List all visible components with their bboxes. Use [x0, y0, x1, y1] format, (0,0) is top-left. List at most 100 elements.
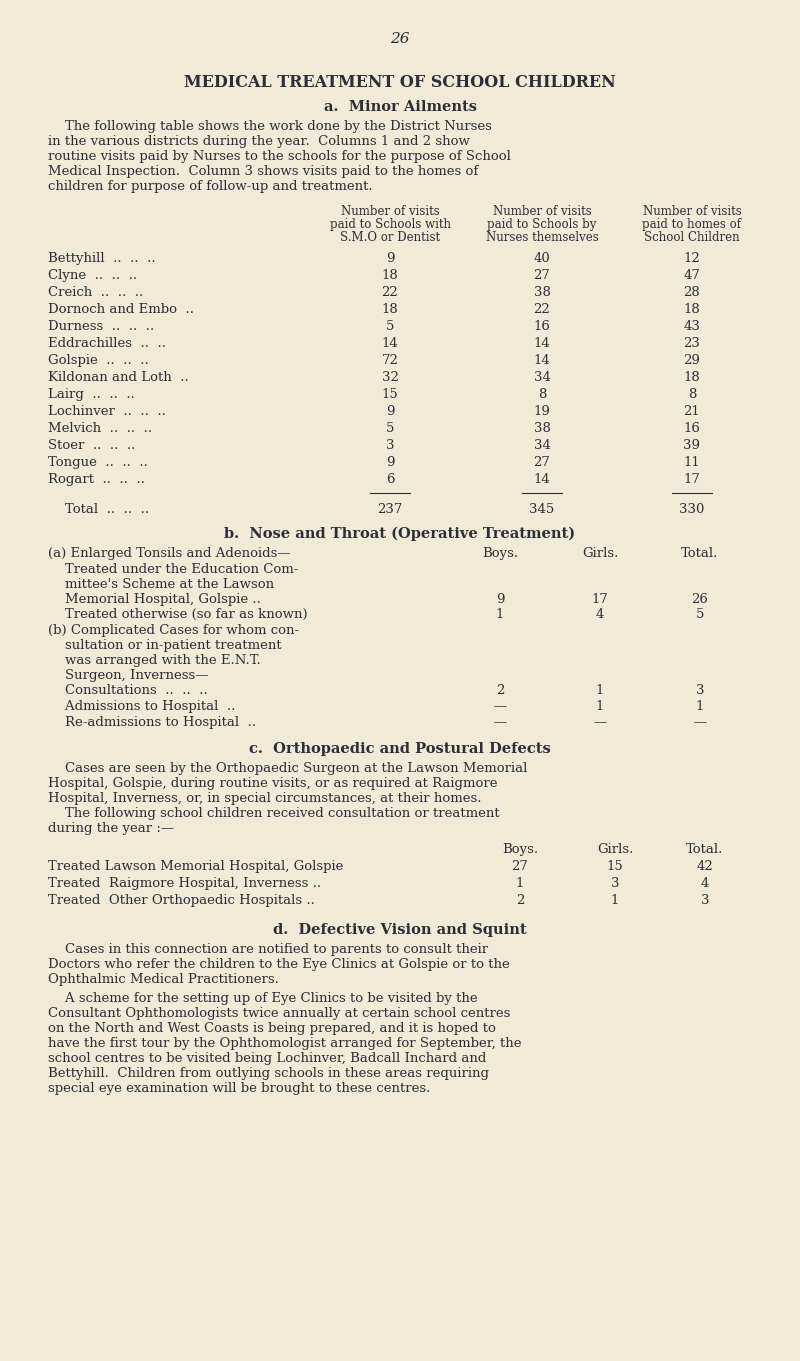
Text: Rogart  ..  ..  ..: Rogart .. .. ..: [48, 474, 145, 486]
Text: Memorial Hospital, Golspie ..: Memorial Hospital, Golspie ..: [48, 593, 261, 606]
Text: 26: 26: [691, 593, 709, 606]
Text: —: —: [494, 700, 506, 713]
Text: 40: 40: [534, 252, 550, 265]
Text: Boys.: Boys.: [502, 842, 538, 856]
Text: 27: 27: [534, 269, 550, 282]
Text: 28: 28: [684, 286, 700, 299]
Text: Medical Inspection.  Column 3 shows visits paid to the homes of: Medical Inspection. Column 3 shows visit…: [48, 165, 478, 178]
Text: S.M.O or Dentist: S.M.O or Dentist: [340, 231, 440, 244]
Text: 18: 18: [684, 304, 700, 316]
Text: 29: 29: [683, 354, 701, 367]
Text: Lochinver  ..  ..  ..: Lochinver .. .. ..: [48, 406, 166, 418]
Text: 1: 1: [516, 876, 524, 890]
Text: Number of visits: Number of visits: [493, 206, 591, 218]
Text: 2: 2: [496, 685, 504, 697]
Text: 18: 18: [382, 269, 398, 282]
Text: 18: 18: [382, 304, 398, 316]
Text: 9: 9: [386, 252, 394, 265]
Text: 5: 5: [386, 422, 394, 436]
Text: d.  Defective Vision and Squint: d. Defective Vision and Squint: [273, 923, 527, 936]
Text: Number of visits: Number of visits: [642, 206, 742, 218]
Text: 11: 11: [684, 456, 700, 470]
Text: routine visits paid by Nurses to the schools for the purpose of School: routine visits paid by Nurses to the sch…: [48, 150, 511, 163]
Text: Treated  Raigmore Hospital, Inverness ..: Treated Raigmore Hospital, Inverness ..: [48, 876, 321, 890]
Text: Treated Lawson Memorial Hospital, Golspie: Treated Lawson Memorial Hospital, Golspi…: [48, 860, 343, 872]
Text: 27: 27: [511, 860, 529, 872]
Text: 237: 237: [378, 504, 402, 516]
Text: 16: 16: [683, 422, 701, 436]
Text: 15: 15: [382, 388, 398, 401]
Text: Total.: Total.: [686, 842, 724, 856]
Text: paid to Schools with: paid to Schools with: [330, 218, 450, 231]
Text: Total  ..  ..  ..: Total .. .. ..: [48, 504, 149, 516]
Text: A scheme for the setting up of Eye Clinics to be visited by the: A scheme for the setting up of Eye Clini…: [48, 992, 478, 1004]
Text: Golspie  ..  ..  ..: Golspie .. .. ..: [48, 354, 149, 367]
Text: 23: 23: [683, 338, 701, 350]
Text: 42: 42: [697, 860, 714, 872]
Text: The following school children received consultation or treatment: The following school children received c…: [48, 807, 500, 819]
Text: 34: 34: [534, 372, 550, 384]
Text: Cases in this connection are notified to parents to consult their: Cases in this connection are notified to…: [48, 943, 488, 955]
Text: 22: 22: [382, 286, 398, 299]
Text: The following table shows the work done by the District Nurses: The following table shows the work done …: [48, 120, 492, 133]
Text: children for purpose of follow-up and treatment.: children for purpose of follow-up and tr…: [48, 180, 373, 193]
Text: 3: 3: [610, 876, 619, 890]
Text: 21: 21: [684, 406, 700, 418]
Text: b.  Nose and Throat (Operative Treatment): b. Nose and Throat (Operative Treatment): [225, 527, 575, 542]
Text: 14: 14: [534, 354, 550, 367]
Text: Consultant Ophthomologists twice annually at certain school centres: Consultant Ophthomologists twice annuall…: [48, 1007, 510, 1019]
Text: 22: 22: [534, 304, 550, 316]
Text: on the North and West Coasts is being prepared, and it is hoped to: on the North and West Coasts is being pr…: [48, 1022, 496, 1034]
Text: Ophthalmic Medical Practitioners.: Ophthalmic Medical Practitioners.: [48, 973, 279, 985]
Text: 15: 15: [606, 860, 623, 872]
Text: Dornoch and Embo  ..: Dornoch and Embo ..: [48, 304, 194, 316]
Text: c.  Orthopaedic and Postural Defects: c. Orthopaedic and Postural Defects: [249, 742, 551, 755]
Text: 32: 32: [382, 372, 398, 384]
Text: 9: 9: [496, 593, 504, 606]
Text: Hospital, Golspie, during routine visits, or as required at Raigmore: Hospital, Golspie, during routine visits…: [48, 777, 498, 789]
Text: 39: 39: [683, 440, 701, 452]
Text: 5: 5: [386, 320, 394, 333]
Text: sultation or in-patient treatment: sultation or in-patient treatment: [48, 640, 282, 652]
Text: Treated under the Education Com-: Treated under the Education Com-: [48, 563, 298, 576]
Text: 1: 1: [596, 700, 604, 713]
Text: —: —: [494, 716, 506, 729]
Text: 1: 1: [596, 685, 604, 697]
Text: 14: 14: [534, 474, 550, 486]
Text: paid to homes of: paid to homes of: [642, 218, 742, 231]
Text: 47: 47: [683, 269, 701, 282]
Text: Surgeon, Inverness—: Surgeon, Inverness—: [48, 670, 209, 682]
Text: 330: 330: [679, 504, 705, 516]
Text: 9: 9: [386, 456, 394, 470]
Text: Number of visits: Number of visits: [341, 206, 439, 218]
Text: 5: 5: [696, 608, 704, 621]
Text: 72: 72: [382, 354, 398, 367]
Text: Tongue  ..  ..  ..: Tongue .. .. ..: [48, 456, 148, 470]
Text: 18: 18: [684, 372, 700, 384]
Text: 345: 345: [530, 504, 554, 516]
Text: Stoer  ..  ..  ..: Stoer .. .. ..: [48, 440, 135, 452]
Text: 3: 3: [386, 440, 394, 452]
Text: (b) Complicated Cases for whom con-: (b) Complicated Cases for whom con-: [48, 623, 299, 637]
Text: 43: 43: [683, 320, 701, 333]
Text: during the year :—: during the year :—: [48, 822, 174, 836]
Text: 6: 6: [386, 474, 394, 486]
Text: Melvich  ..  ..  ..: Melvich .. .. ..: [48, 422, 152, 436]
Text: a.  Minor Ailments: a. Minor Ailments: [323, 99, 477, 114]
Text: mittee's Scheme at the Lawson: mittee's Scheme at the Lawson: [48, 578, 274, 591]
Text: Kildonan and Loth  ..: Kildonan and Loth ..: [48, 372, 189, 384]
Text: 26: 26: [390, 33, 410, 46]
Text: Consultations  ..  ..  ..: Consultations .. .. ..: [48, 685, 208, 697]
Text: Treated otherwise (so far as known): Treated otherwise (so far as known): [48, 608, 308, 621]
Text: 38: 38: [534, 286, 550, 299]
Text: 16: 16: [534, 320, 550, 333]
Text: Admissions to Hospital  ..: Admissions to Hospital ..: [48, 700, 235, 713]
Text: 1: 1: [696, 700, 704, 713]
Text: 4: 4: [596, 608, 604, 621]
Text: MEDICAL TREATMENT OF SCHOOL CHILDREN: MEDICAL TREATMENT OF SCHOOL CHILDREN: [184, 73, 616, 91]
Text: 4: 4: [701, 876, 709, 890]
Text: 1: 1: [496, 608, 504, 621]
Text: Bettyhill.  Children from outlying schools in these areas requiring: Bettyhill. Children from outlying school…: [48, 1067, 489, 1081]
Text: Durness  ..  ..  ..: Durness .. .. ..: [48, 320, 154, 333]
Text: Creich  ..  ..  ..: Creich .. .. ..: [48, 286, 143, 299]
